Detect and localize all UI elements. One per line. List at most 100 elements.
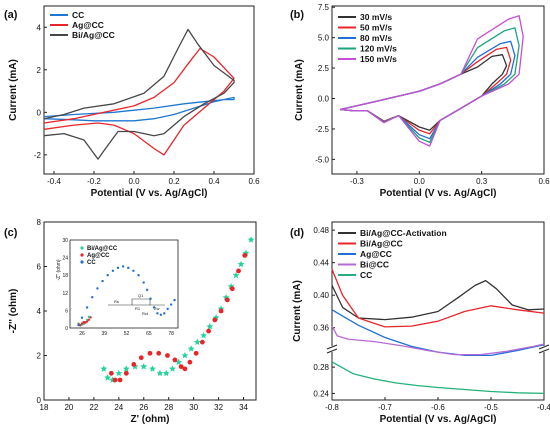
y-tick-label: -2.5 [315, 125, 329, 134]
y-tick-label: 0.24 [313, 389, 329, 398]
panel-c-point-0 [212, 314, 220, 321]
x-tick-label: 34 [239, 403, 248, 412]
panel-c-point-1 [112, 377, 118, 383]
panel-c-point-0 [200, 331, 207, 339]
circuit-label: Rs [114, 299, 119, 304]
x-tick-label: 0.4 [208, 177, 220, 186]
axis-break [538, 348, 550, 354]
x-axis-label: Potential (V vs. Ag/AgCl) [380, 414, 497, 425]
inset-point-2 [116, 266, 120, 270]
inset-point-2 [156, 312, 159, 315]
axis-break [538, 344, 550, 350]
legend-label: Ag@CC [360, 249, 392, 259]
legend-label: CC [72, 10, 84, 20]
panel-c-point-0 [149, 365, 156, 372]
inset-point-1 [80, 322, 84, 325]
inset-point-2 [166, 307, 169, 311]
panel-c-point-0 [156, 369, 164, 377]
inset-y-tick-label: 24 [62, 256, 68, 262]
y-tick-label: 0 [37, 396, 42, 405]
panel-c-point-1 [242, 252, 248, 258]
x-tick-label: 0.6 [538, 177, 550, 186]
legend-label: 30 mV/s [360, 12, 392, 22]
inset-legend-marker [80, 260, 84, 264]
y-axis-label: -Z'' (ohm) [8, 289, 19, 334]
panel-d-series-4 [331, 361, 545, 395]
legend-label: Bi/Ag@CC-Activation [360, 228, 447, 238]
x-axis-label: Potential (V vs. Ag/AgCl) [380, 188, 497, 199]
y-tick-label: 8 [37, 218, 42, 227]
y-tick-label: 2 [37, 352, 42, 361]
panel-c-point-1 [182, 366, 188, 372]
inset-point-2 [77, 323, 80, 327]
panel-c-point-0 [175, 358, 183, 366]
inset-point-2 [142, 281, 145, 284]
x-tick-label: 22 [89, 403, 98, 412]
y-tick-label: 7.5 [318, 3, 330, 12]
inset-point-2 [145, 288, 149, 292]
panel-c-point-1 [108, 370, 114, 376]
circuit-label: R1 [135, 306, 141, 311]
x-tick-label: 18 [40, 403, 49, 412]
x-tick-label: 0.6 [248, 177, 260, 186]
inset-y-tick-label: 12 [62, 291, 68, 297]
inset-y-tick-label: 30 [62, 238, 68, 244]
panel-a-series-1 [43, 47, 235, 156]
panel-d-series-1 [331, 268, 545, 328]
legend-label: Bi/Ag@CC [72, 30, 115, 40]
inset-y-tick-label: 18 [62, 273, 68, 279]
inset-legend-marker [80, 253, 84, 257]
inset-point-2 [111, 269, 115, 272]
panel-c-point-1 [224, 297, 230, 303]
panel-c-point-0 [115, 369, 123, 377]
y-axis-label: Current (mA) [292, 280, 303, 342]
panel-c-point-1 [236, 268, 241, 274]
x-tick-label: 0.3 [476, 177, 488, 186]
panel-b-series-0 [340, 54, 508, 131]
axis-break [326, 348, 338, 354]
inset-point-2 [127, 266, 130, 270]
panel-c-point-0 [181, 351, 189, 359]
x-tick-label: -0.3 [350, 177, 364, 186]
inset-point-2 [169, 303, 173, 306]
inset-point-2 [91, 296, 94, 299]
panel-a-series-0 [43, 96, 235, 122]
y-axis-label: Current (mA) [8, 59, 19, 121]
panel-c-point-1 [117, 377, 123, 383]
panel-b-frame [331, 5, 545, 175]
panel-c-point-1 [172, 357, 178, 363]
x-tick-label: -0.2 [87, 177, 101, 186]
panel-c-point-0 [109, 376, 116, 383]
inset-point-2 [80, 316, 84, 319]
panel-c-point-1 [187, 359, 193, 365]
inset-point-1 [89, 316, 92, 319]
panel-d-series-2 [331, 309, 545, 357]
panel-a-tag: (a) [4, 9, 18, 21]
legend-label: Ag@CC [72, 20, 104, 30]
panel-c-point-0 [247, 236, 255, 243]
panel-c-point-1 [229, 286, 235, 292]
panel-d-series-3 [331, 325, 545, 356]
legend-label: Bi@CC [360, 260, 389, 270]
x-tick-label: -0.7 [378, 403, 392, 412]
panel-c-point-0 [100, 365, 108, 372]
inset-point-2 [137, 274, 140, 277]
x-tick-label: 0.2 [168, 177, 180, 186]
inset-point-2 [121, 265, 125, 268]
panel-d-tag: (d) [290, 227, 304, 239]
panel-c-point-0 [122, 365, 130, 372]
panel-c-point-0 [187, 345, 195, 352]
legend-label: 50 mV/s [360, 23, 392, 33]
y-tick-label: -5.0 [315, 155, 329, 164]
panel-c-point-0 [237, 260, 245, 268]
panel-a-series-2 [43, 28, 235, 160]
panel-c-point-1 [178, 364, 184, 370]
x-tick-label: 30 [189, 403, 198, 412]
inset-legend-marker [80, 246, 84, 250]
panel-c-point-0 [194, 338, 201, 346]
inset-legend-label: Bi/Ag@CC [87, 246, 118, 252]
legend-label: 120 mV/s [360, 44, 397, 54]
panel-c-point-0 [169, 365, 176, 372]
y-tick-label: 2.5 [318, 64, 330, 73]
y-tick-label: 0.44 [313, 259, 329, 268]
